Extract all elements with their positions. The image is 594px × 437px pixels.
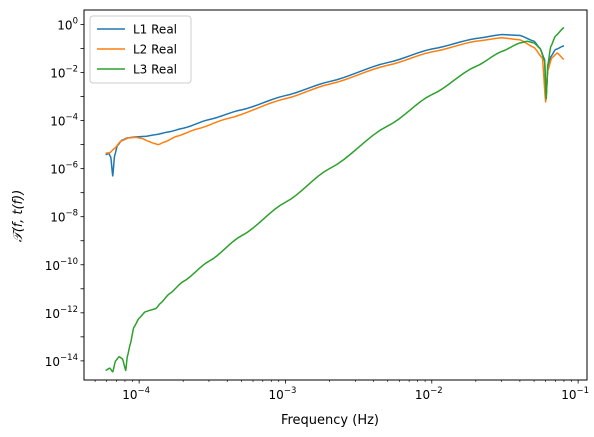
legend-label-2: L2 Real bbox=[133, 43, 177, 57]
y-tick-label: 10−10 bbox=[45, 257, 78, 273]
x-axis: 10−4 10−3 10−2 10−1 bbox=[94, 380, 589, 402]
x-tick-label: 10−1 bbox=[561, 386, 589, 402]
y-tick-label: 10−14 bbox=[45, 353, 78, 369]
y-axis: 10−14 10−12 10−10 10−8 10−6 10−4 10−2 100 bbox=[45, 16, 84, 369]
legend-box bbox=[89, 15, 192, 84]
x-tick-label: 10−4 bbox=[122, 386, 150, 402]
x-tick-label: 10−3 bbox=[269, 386, 297, 402]
y-tick-label: 10−6 bbox=[50, 161, 78, 177]
legend-label-1: L1 Real bbox=[133, 23, 177, 37]
plot-frame bbox=[83, 9, 588, 381]
y-tick-label: 10−2 bbox=[50, 65, 78, 81]
legend: L1 Real L2 Real L3 Real bbox=[89, 15, 192, 84]
x-axis-label: Frequency (Hz) bbox=[281, 413, 379, 428]
y-tick-label: 10−4 bbox=[50, 113, 78, 129]
series-line-2 bbox=[105, 37, 565, 154]
y-tick-label: 10−8 bbox=[50, 209, 78, 225]
y-tick-label: 100 bbox=[57, 16, 78, 32]
x-tick-label: 10−2 bbox=[415, 386, 443, 402]
y-tick-label: 10−12 bbox=[45, 305, 78, 321]
legend-label-3: L3 Real bbox=[133, 63, 177, 77]
series-line-3 bbox=[105, 26, 565, 373]
series-lines bbox=[105, 26, 565, 373]
y-axis-label: 𝒯(f, t(f)) bbox=[11, 190, 26, 243]
